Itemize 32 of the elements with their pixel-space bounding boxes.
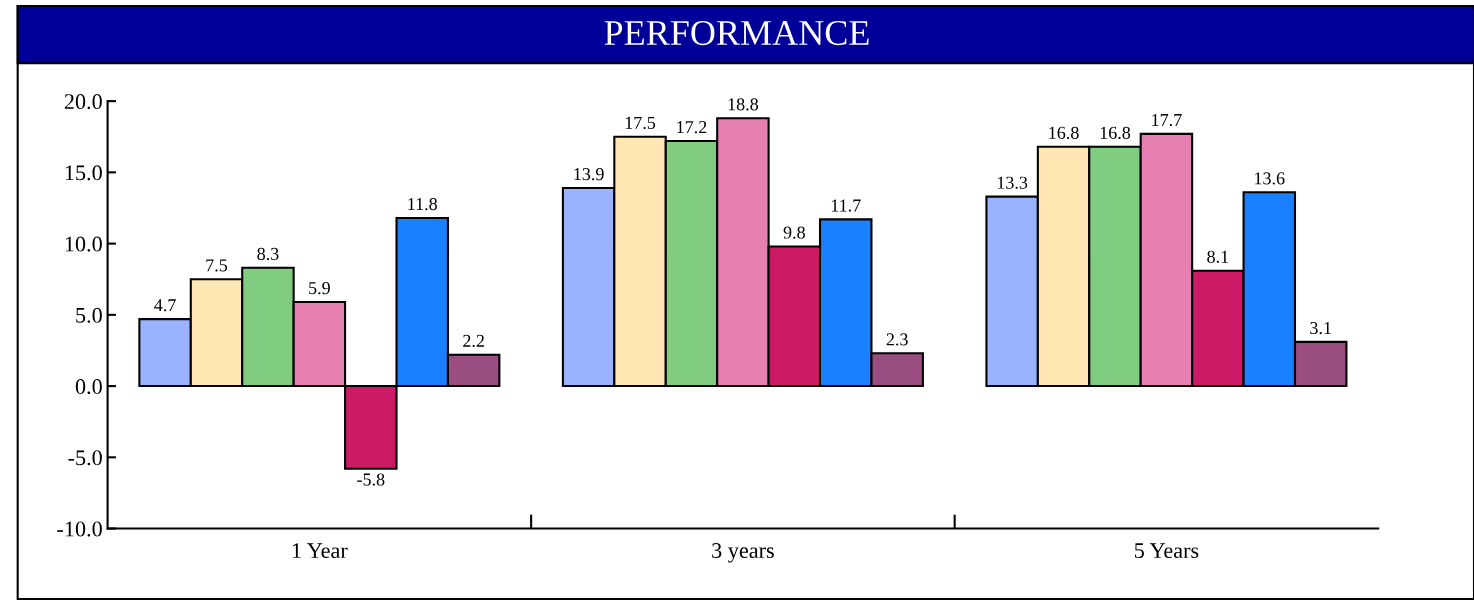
x-tick-label: 3 years xyxy=(712,543,774,563)
data-label: 7.5 xyxy=(206,259,228,272)
data-label: 17.5 xyxy=(625,116,656,129)
x-tick-label: 5 Years xyxy=(1135,543,1199,559)
y-tick-label: 20.0 xyxy=(64,94,102,110)
data-label: 16.8 xyxy=(1049,126,1079,139)
data-label: 8.1 xyxy=(1207,250,1229,263)
data-label: 2.2 xyxy=(463,334,484,347)
data-label: 17.2 xyxy=(677,121,707,134)
data-label: 4.7 xyxy=(154,299,176,312)
data-label: 3.1 xyxy=(1310,321,1331,335)
data-label: 18.8 xyxy=(728,98,759,111)
y-tick-label: 5.0 xyxy=(76,307,102,323)
data-label: 8.3 xyxy=(257,247,279,261)
data-label: 13.3 xyxy=(997,176,1028,189)
y-tick-label: 0.0 xyxy=(75,379,102,395)
x-tick-label: 1 Year xyxy=(292,543,348,559)
data-label: 11.8 xyxy=(408,197,437,211)
data-label: 9.8 xyxy=(783,226,805,239)
data-label: 13.9 xyxy=(574,168,604,181)
data-label: 13.6 xyxy=(1255,172,1285,185)
chart-title: PERFORMANCE xyxy=(604,20,869,46)
data-label: 16.8 xyxy=(1100,126,1131,139)
data-label: 17.7 xyxy=(1152,113,1182,127)
y-tick-label: -10.0 xyxy=(57,521,102,537)
y-tick-label: 10.0 xyxy=(65,236,102,252)
data-label: 2.3 xyxy=(886,333,908,346)
data-label: -5.8 xyxy=(357,473,385,486)
y-tick-label: 15.0 xyxy=(65,165,102,181)
data-label: 11.7 xyxy=(831,199,861,212)
y-tick-label: -5.0 xyxy=(68,450,102,466)
data-label: 5.9 xyxy=(309,282,330,295)
